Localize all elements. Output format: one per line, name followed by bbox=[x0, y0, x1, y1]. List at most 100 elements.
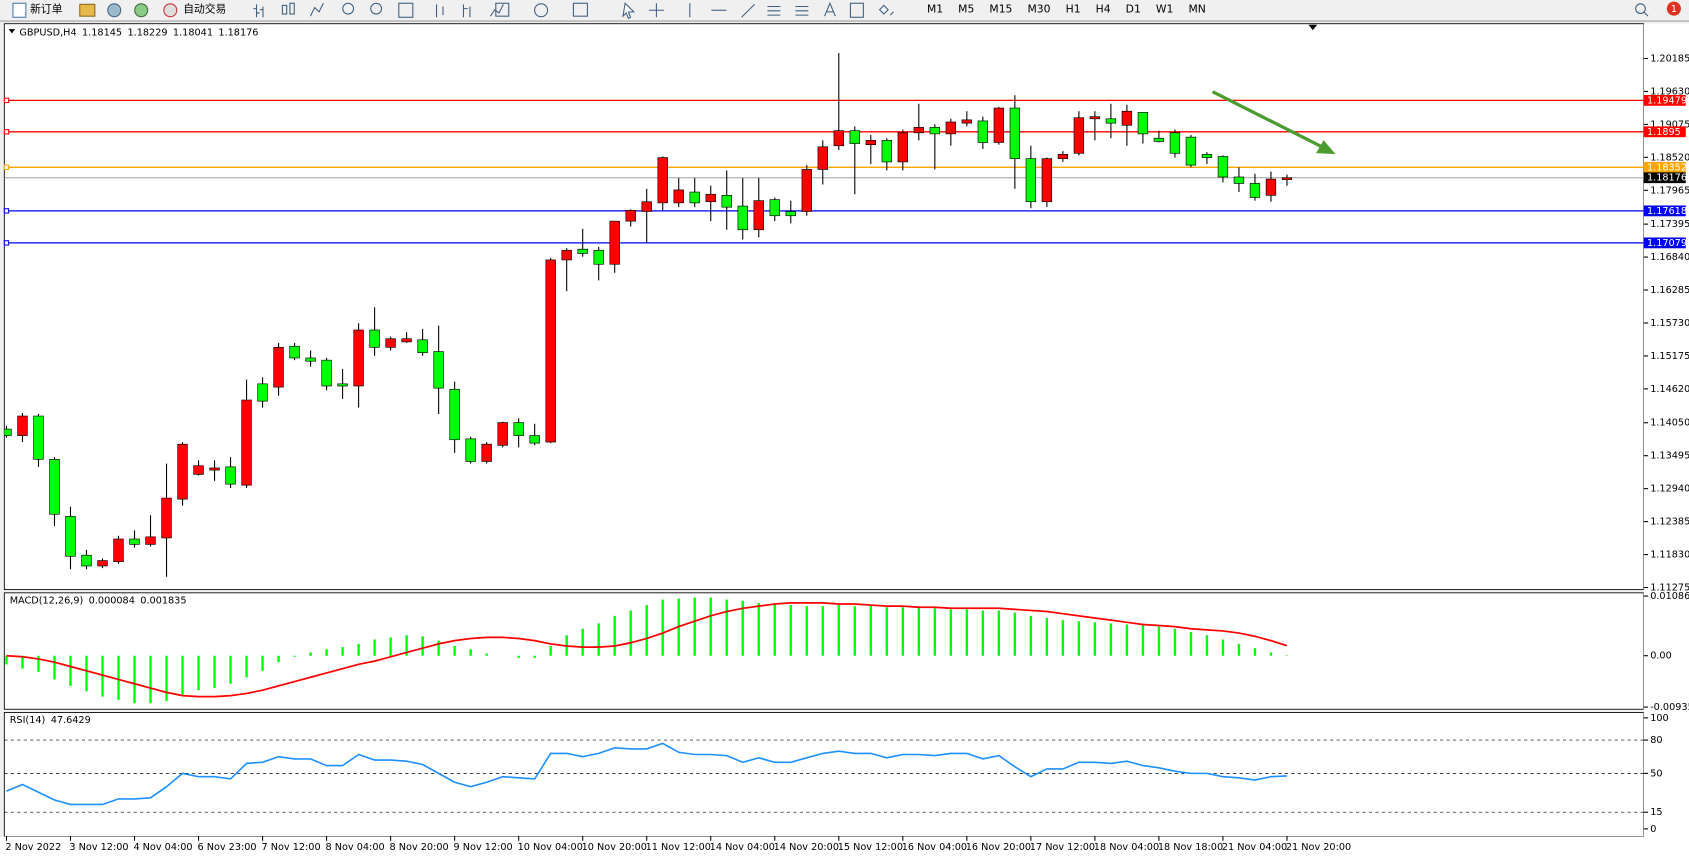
timeframe-button[interactable]: D1 bbox=[1126, 3, 1141, 16]
candle-body bbox=[81, 554, 92, 567]
price-axis-bg bbox=[1643, 23, 1689, 837]
candle-body bbox=[177, 443, 188, 500]
candle-body bbox=[1041, 158, 1053, 203]
candle-body bbox=[561, 249, 572, 261]
timeframe-button[interactable]: M15 bbox=[989, 3, 1012, 16]
search-icon[interactable] bbox=[1643, 11, 1649, 17]
candle-body bbox=[1217, 156, 1229, 178]
icon[interactable] bbox=[253, 4, 264, 18]
new-order-label[interactable]: 新订单 bbox=[30, 3, 63, 16]
time-axis-bg bbox=[0, 836, 1689, 858]
icon[interactable] bbox=[134, 3, 149, 18]
arrow-head bbox=[1316, 140, 1336, 155]
candle-body bbox=[225, 466, 236, 485]
icon[interactable] bbox=[289, 2, 295, 15]
candle-body bbox=[1073, 117, 1085, 154]
icon[interactable] bbox=[398, 2, 414, 18]
panel-header: 1.18229 bbox=[127, 27, 167, 38]
icon[interactable] bbox=[849, 2, 864, 18]
rsi-panel bbox=[3, 712, 1645, 837]
candle-body bbox=[337, 383, 348, 387]
icon[interactable] bbox=[370, 2, 383, 15]
candles bbox=[4, 53, 1644, 577]
icon[interactable] bbox=[795, 5, 809, 16]
timeframe-button[interactable]: W1 bbox=[1156, 3, 1174, 16]
icon[interactable] bbox=[435, 4, 444, 18]
icon[interactable] bbox=[342, 2, 355, 15]
icon[interactable] bbox=[462, 4, 471, 18]
icon[interactable] bbox=[767, 5, 781, 16]
candle-body bbox=[65, 516, 76, 557]
level-label: 1.18352 bbox=[1647, 162, 1687, 173]
level-label-bg bbox=[1643, 237, 1686, 249]
timeframe-button[interactable]: MN bbox=[1189, 3, 1206, 16]
x-tick-label: 6 Nov 23:00 bbox=[197, 842, 256, 853]
candle-body bbox=[1153, 137, 1165, 142]
candle-body bbox=[721, 195, 732, 208]
level-label-bg bbox=[1643, 161, 1686, 173]
icon[interactable] bbox=[79, 3, 96, 17]
timeframe-button[interactable]: M5 bbox=[958, 3, 974, 16]
icon bbox=[12, 2, 27, 18]
timeframe-button[interactable]: H1 bbox=[1066, 3, 1081, 16]
x-tick-label: 8 Nov 20:00 bbox=[390, 842, 449, 853]
level-marker bbox=[3, 208, 10, 214]
notification-badge[interactable] bbox=[1666, 1, 1681, 16]
candle-body bbox=[785, 211, 796, 217]
candle-body bbox=[513, 422, 524, 436]
icon[interactable] bbox=[622, 2, 636, 20]
panel-header: 1.18041 bbox=[173, 27, 213, 38]
level-marker bbox=[3, 240, 10, 246]
y-tick-label: 1.12385 bbox=[1650, 517, 1689, 528]
candle-body bbox=[1233, 176, 1245, 184]
x-tick-label: 7 Nov 12:00 bbox=[261, 842, 320, 853]
icon[interactable] bbox=[824, 1, 836, 17]
icon[interactable] bbox=[309, 3, 324, 17]
icon[interactable] bbox=[495, 2, 510, 17]
panel-header: 0.000084 bbox=[89, 595, 135, 606]
icon[interactable] bbox=[107, 3, 122, 18]
auto-trading-label[interactable]: 自动交易 bbox=[183, 3, 226, 16]
y-tick-label: 0 bbox=[1650, 824, 1656, 835]
candle-body bbox=[1201, 154, 1213, 158]
candle-body bbox=[577, 248, 588, 254]
candle-body bbox=[1121, 110, 1133, 126]
timeframe-button[interactable]: M1 bbox=[927, 3, 943, 16]
candle-body bbox=[977, 120, 989, 143]
candle-body bbox=[1057, 154, 1069, 159]
timeframe-button[interactable]: M30 bbox=[1028, 3, 1051, 16]
y-tick-label: 15 bbox=[1650, 807, 1662, 818]
y-tick-label: 1.20185 bbox=[1650, 53, 1689, 64]
y-tick-label: 1.17395 bbox=[1650, 219, 1689, 230]
auto-trading-button[interactable]: 自动交易 bbox=[163, 3, 226, 18]
level-marker bbox=[3, 129, 10, 135]
new-order-button[interactable]: 新订单 bbox=[12, 2, 63, 18]
candle-body bbox=[1281, 177, 1293, 180]
icon[interactable] bbox=[534, 3, 549, 18]
icon[interactable] bbox=[878, 4, 894, 16]
level-label: 1.19479 bbox=[1647, 95, 1687, 106]
y-tick-label: 1.11275 bbox=[1650, 583, 1689, 594]
candle-body bbox=[1265, 178, 1277, 196]
icon[interactable] bbox=[572, 2, 588, 17]
candle-body bbox=[897, 132, 908, 163]
candle-body bbox=[17, 415, 28, 436]
icon[interactable] bbox=[648, 3, 664, 18]
timeframe-button[interactable]: H4 bbox=[1096, 3, 1111, 16]
search-icon[interactable] bbox=[1635, 3, 1646, 15]
candle-body bbox=[737, 205, 748, 231]
rsi bbox=[6, 742, 1287, 806]
icon[interactable] bbox=[489, 4, 504, 17]
candle-body bbox=[625, 210, 636, 222]
x-tick-label: 21 Nov 04:00 bbox=[1222, 842, 1287, 853]
y-tick-label: 50 bbox=[1650, 768, 1662, 779]
candle-body bbox=[817, 146, 828, 170]
candle-body bbox=[273, 347, 284, 388]
icon[interactable] bbox=[281, 4, 288, 15]
candle-body bbox=[433, 351, 444, 389]
candle-body bbox=[849, 130, 860, 144]
candle-body bbox=[1137, 111, 1149, 135]
icon[interactable] bbox=[741, 3, 755, 18]
